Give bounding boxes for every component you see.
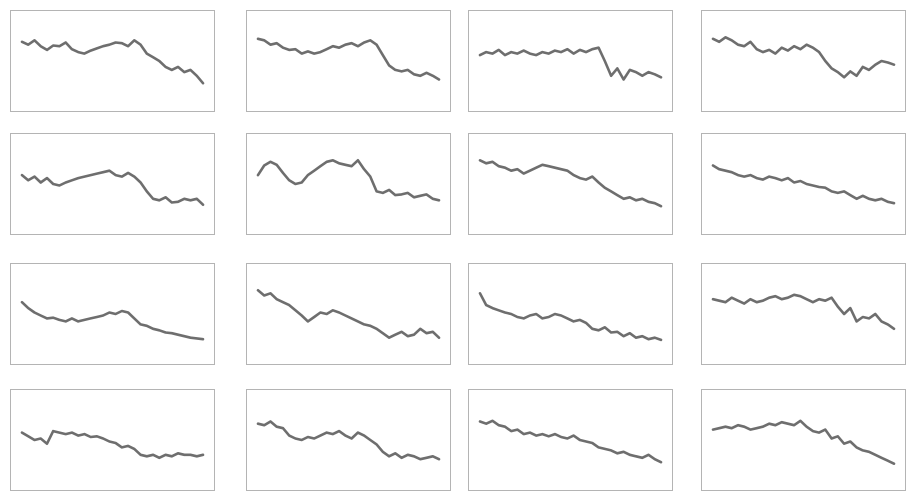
line-chart xyxy=(10,389,215,491)
chart-frame xyxy=(701,10,906,112)
series-line xyxy=(711,35,896,79)
line-chart-panel xyxy=(246,133,451,235)
line-chart-panel xyxy=(468,133,673,235)
chart-frame xyxy=(246,389,451,491)
series-line xyxy=(711,164,896,205)
line-chart-panel xyxy=(468,263,673,365)
line-chart xyxy=(246,133,451,235)
line-chart xyxy=(701,263,906,365)
series-line xyxy=(20,38,205,85)
series-line xyxy=(478,419,663,464)
line-chart xyxy=(468,389,673,491)
series-line xyxy=(711,293,896,331)
series-line xyxy=(256,37,441,81)
chart-frame xyxy=(246,10,451,112)
line-chart xyxy=(701,389,906,491)
chart-frame xyxy=(701,133,906,235)
chart-frame xyxy=(10,133,215,235)
chart-frame xyxy=(10,10,215,112)
series-line xyxy=(20,169,205,206)
line-chart xyxy=(468,10,673,112)
chart-frame xyxy=(10,263,215,365)
series-line xyxy=(478,158,663,208)
line-chart-panel xyxy=(468,389,673,491)
line-chart-panel xyxy=(468,10,673,112)
line-chart xyxy=(10,133,215,235)
line-chart-panel xyxy=(701,10,906,112)
line-chart-panel xyxy=(10,133,215,235)
line-chart xyxy=(246,10,451,112)
line-chart xyxy=(246,263,451,365)
chart-frame xyxy=(701,389,906,491)
chart-frame xyxy=(468,10,673,112)
line-chart xyxy=(701,10,906,112)
line-chart-panel xyxy=(701,133,906,235)
line-chart-panel xyxy=(701,389,906,491)
line-chart-panel xyxy=(10,389,215,491)
line-chart xyxy=(246,389,451,491)
series-line xyxy=(20,300,205,341)
chart-frame xyxy=(468,133,673,235)
series-line xyxy=(256,158,441,202)
chart-frame xyxy=(468,263,673,365)
chart-frame xyxy=(468,389,673,491)
line-chart-panel xyxy=(701,263,906,365)
line-chart xyxy=(468,133,673,235)
line-chart-panel xyxy=(10,263,215,365)
line-chart-panel xyxy=(246,10,451,112)
series-line xyxy=(20,429,205,460)
series-line xyxy=(256,288,441,339)
line-chart-panel xyxy=(246,389,451,491)
line-chart-panel xyxy=(246,263,451,365)
line-chart xyxy=(10,10,215,112)
series-line xyxy=(478,46,663,81)
series-line xyxy=(711,419,896,465)
line-chart-panel xyxy=(10,10,215,112)
series-line xyxy=(478,291,663,342)
line-chart xyxy=(10,263,215,365)
line-chart xyxy=(468,263,673,365)
series-line xyxy=(256,420,441,461)
chart-frame xyxy=(246,263,451,365)
chart-frame xyxy=(246,133,451,235)
line-chart xyxy=(701,133,906,235)
